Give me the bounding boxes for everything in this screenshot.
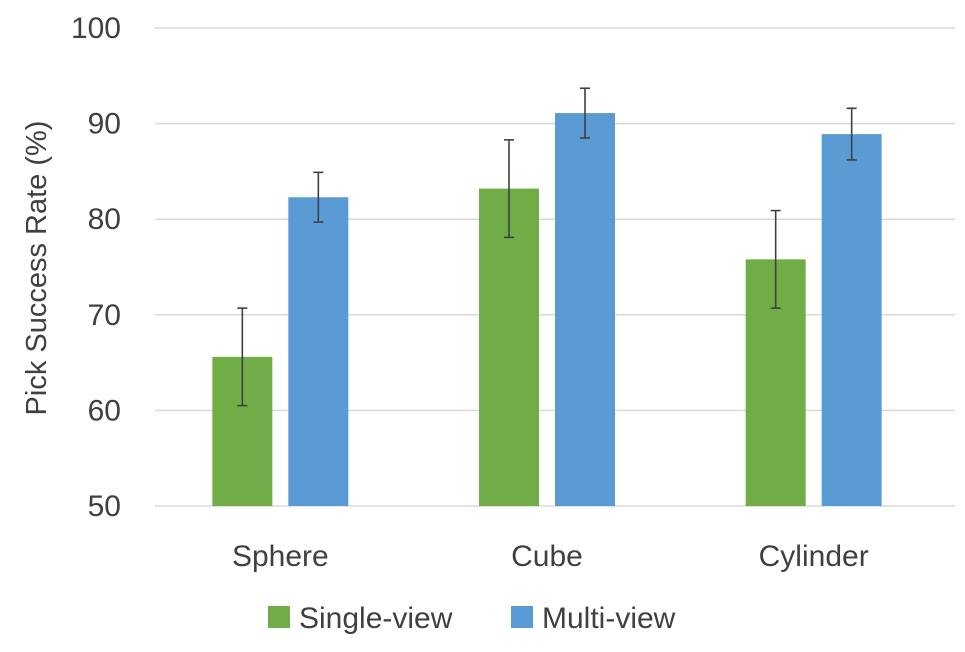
y-axis-title: Pick Success Rate (%)	[21, 121, 53, 416]
legend-item-multi-view: Multi-view	[511, 602, 676, 635]
legend-swatch	[268, 606, 290, 628]
y-tick-label: 90	[88, 108, 121, 141]
error-bar	[504, 139, 514, 239]
y-tick-label: 50	[88, 490, 121, 523]
bars	[212, 113, 882, 507]
y-tick-label: 80	[88, 203, 121, 236]
x-tick-label: Sphere	[232, 540, 329, 573]
legend-item-single-view: Single-view	[268, 602, 453, 635]
legend: Single-view Multi-view	[268, 602, 676, 635]
legend-label: Single-view	[299, 602, 453, 635]
legend-label: Multi-view	[542, 602, 676, 635]
error-bar	[237, 307, 248, 407]
y-tick-label: 70	[88, 299, 121, 332]
bar-single-view-cube	[479, 188, 539, 506]
error-bar	[846, 107, 857, 161]
bar-multi-view-cube	[555, 113, 615, 507]
legend-swatch	[511, 606, 533, 628]
error-bar	[770, 209, 781, 309]
y-axis-ticks: 50 60 70 80 90 100	[71, 12, 121, 523]
bar-multi-view-sphere	[288, 197, 349, 506]
x-tick-label: Cylinder	[759, 540, 869, 573]
error-bars	[237, 87, 857, 407]
x-tick-label: Cube	[511, 540, 583, 573]
x-axis-ticks: Sphere Cube Cylinder	[232, 540, 869, 573]
y-tick-label: 60	[88, 394, 121, 427]
error-bar	[580, 87, 590, 139]
error-bar	[313, 171, 324, 223]
y-tick-label: 100	[71, 12, 121, 45]
bar-multi-view-cylinder	[821, 134, 882, 506]
